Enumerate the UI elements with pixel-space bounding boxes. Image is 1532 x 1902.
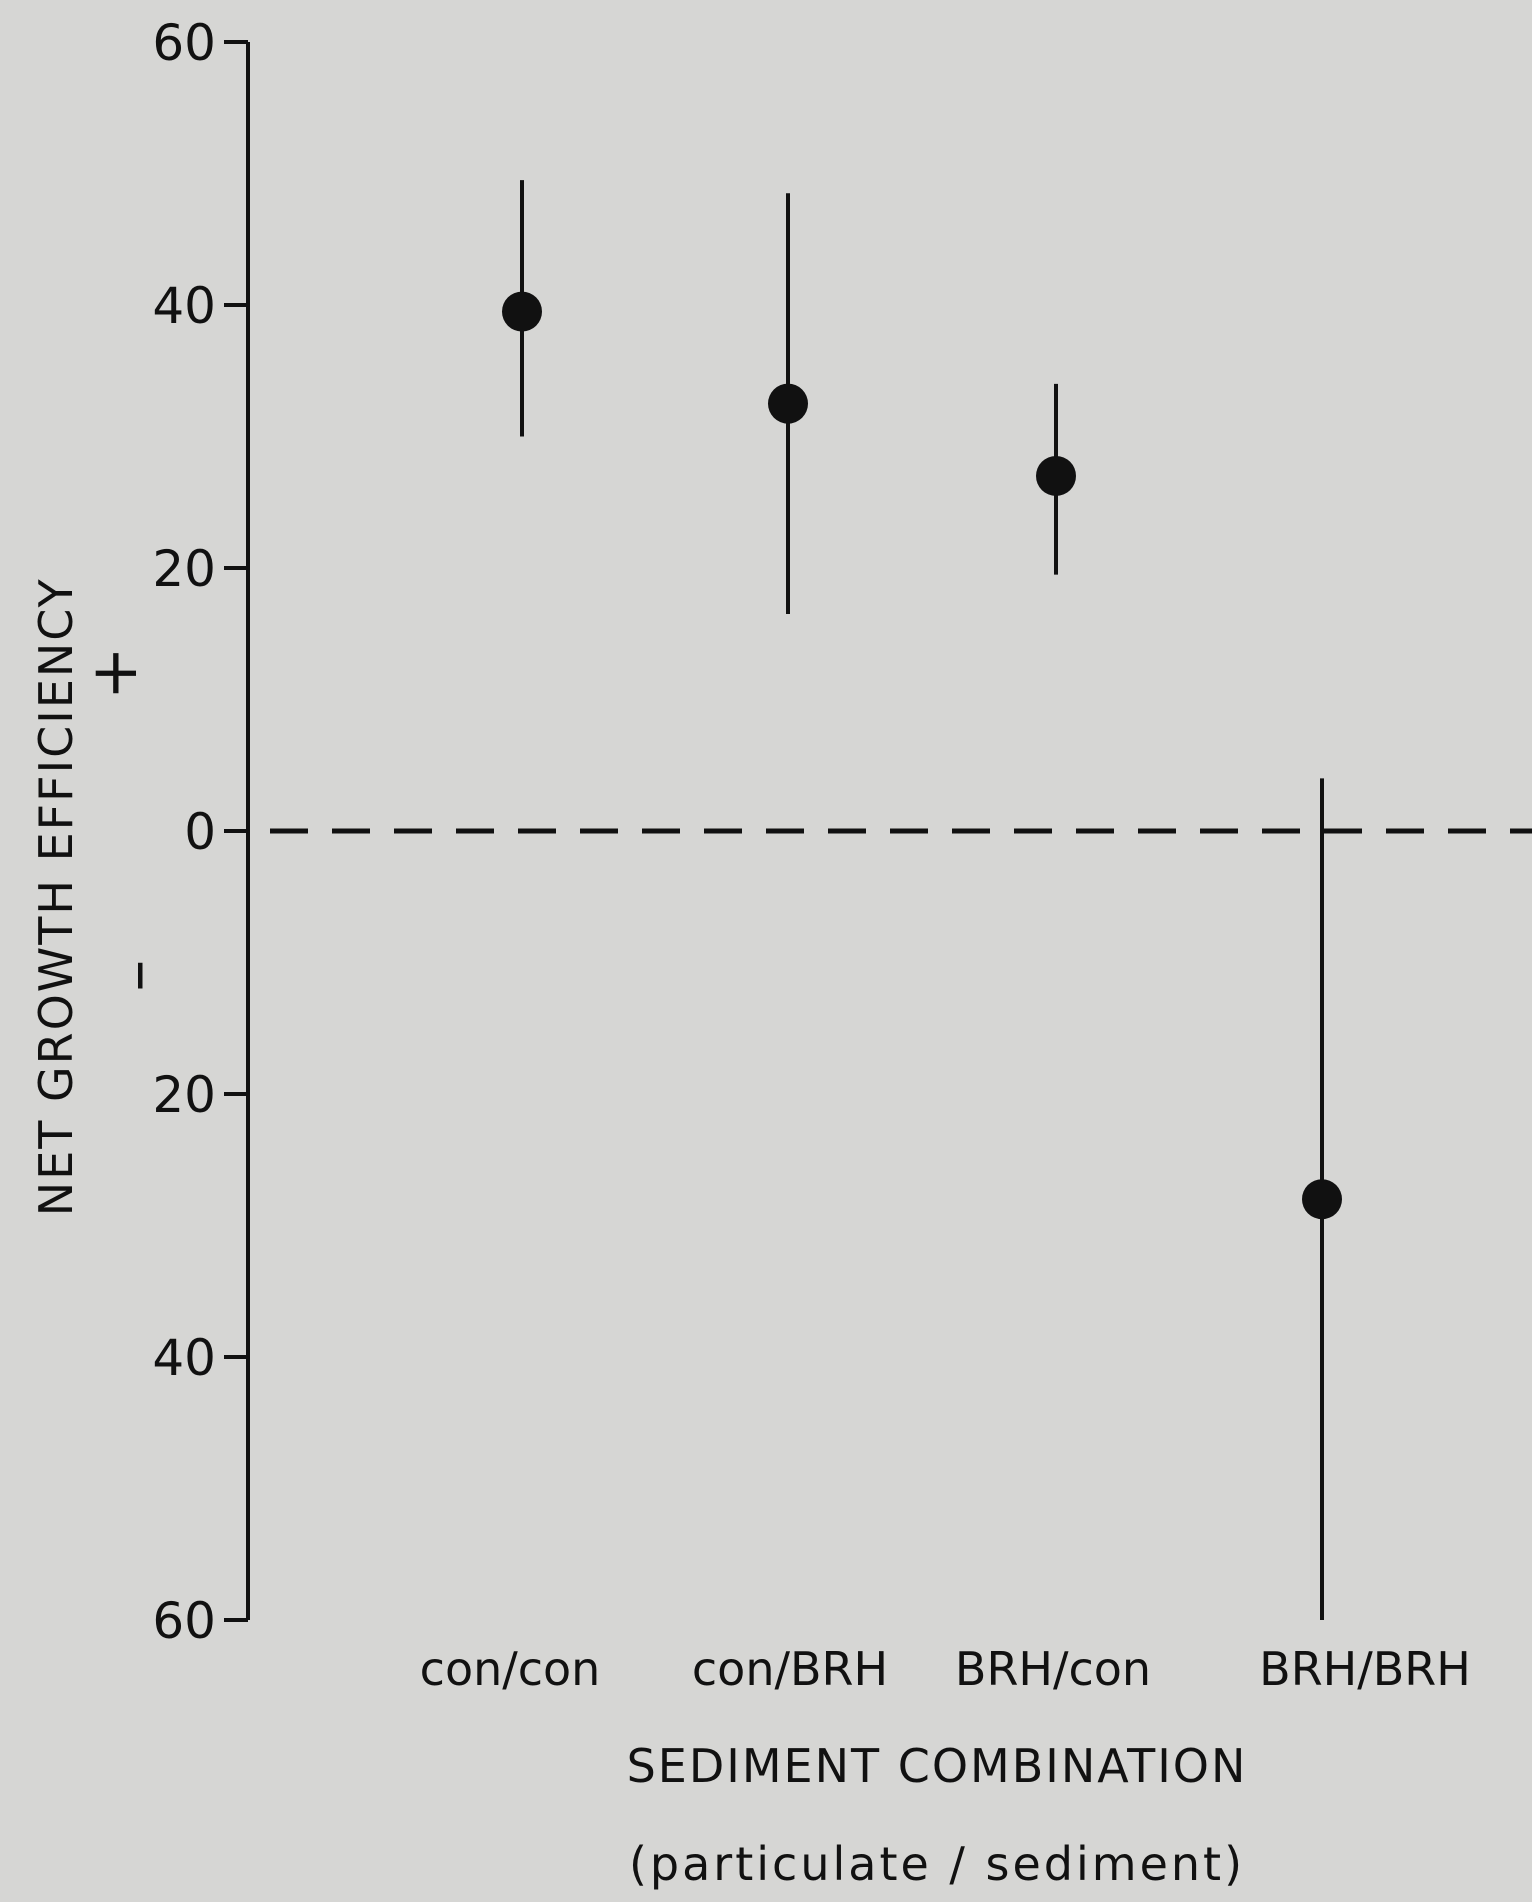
sign-labels: + – [78, 646, 174, 991]
error-bars [520, 180, 1324, 1620]
y-axis-ticks: 60 40 20 0 20 40 60 [152, 14, 248, 1650]
x-axis-subtitle: (particulate / sediment) [629, 1837, 1245, 1891]
category-labels: con/con con/BRH BRH/con BRH/BRH [420, 1642, 1471, 1696]
y-tick-label: 60 [152, 1592, 216, 1650]
y-tick-label: 40 [152, 1329, 216, 1387]
data-point [1036, 455, 1076, 496]
y-tick-label: 20 [152, 1066, 216, 1124]
positive-sign-label: + [78, 646, 152, 700]
data-point [502, 291, 542, 332]
y-axis-title: NET GROWTH EFFICIENCY [29, 577, 83, 1216]
category-label: BRH/con [955, 1642, 1151, 1696]
negative-sign-label: – [100, 960, 174, 992]
x-axis-title: SEDIMENT COMBINATION [627, 1739, 1248, 1793]
data-point [768, 383, 808, 424]
category-label: BRH/BRH [1259, 1642, 1471, 1696]
y-tick-label: 20 [152, 540, 216, 598]
data-points [502, 291, 1342, 1220]
y-tick-label: 60 [152, 14, 216, 72]
y-tick-label: 40 [152, 277, 216, 335]
y-tick-label: 0 [184, 803, 216, 861]
data-point [1302, 1179, 1342, 1220]
category-label: con/BRH [692, 1642, 888, 1696]
category-label: con/con [420, 1642, 601, 1696]
